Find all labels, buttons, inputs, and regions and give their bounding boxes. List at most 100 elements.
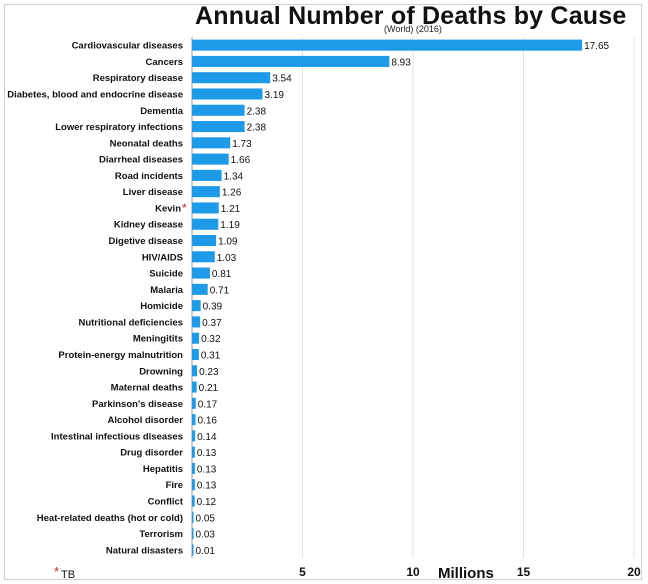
value-label: 2.38	[247, 123, 267, 134]
category-label: Cancers	[146, 57, 184, 68]
bar	[192, 479, 195, 491]
bar	[192, 251, 215, 263]
category-label: Meningitits	[133, 334, 183, 345]
footnote-marker: *	[54, 564, 59, 579]
bar	[192, 104, 245, 116]
value-label: 0.12	[197, 497, 217, 508]
category-label: Natural disasters	[106, 545, 183, 556]
value-label: 1.09	[218, 237, 238, 248]
bar	[192, 430, 196, 442]
category-label: Parkinson's disease	[92, 399, 183, 410]
category-label: Diarrheal diseases	[99, 155, 183, 166]
bar	[192, 446, 195, 458]
value-label: 0.21	[199, 383, 219, 394]
value-label: 0.31	[201, 350, 221, 361]
bar	[192, 137, 231, 149]
bar	[192, 495, 195, 507]
x-axis-title: Millions	[438, 565, 494, 582]
value-label: 1.73	[232, 139, 252, 150]
value-label: 8.93	[391, 57, 411, 68]
category-label: HIV/AIDS	[142, 252, 183, 263]
category-label: Intestinal infectious diseases	[51, 431, 183, 442]
category-label: Heat-related deaths (hot or cold)	[37, 513, 183, 524]
value-label: 0.71	[210, 285, 230, 296]
category-label: Maternal deaths	[111, 383, 183, 394]
bar	[192, 218, 219, 230]
value-label: 0.05	[196, 513, 216, 524]
category-label: Alcohol disorder	[108, 415, 184, 426]
chart-title: Annual Number of Deaths by Cause	[195, 2, 627, 30]
bar	[192, 462, 195, 474]
bar	[192, 283, 208, 295]
category-label: Road incidents	[115, 171, 183, 182]
value-label: 3.54	[272, 74, 292, 85]
category-label: Diabetes, blood and endocrine disease	[7, 89, 183, 100]
value-label: 1.19	[220, 220, 240, 231]
category-label: Conflict	[148, 497, 184, 508]
bar	[192, 511, 194, 523]
category-label: Neonatal deaths	[110, 138, 183, 149]
category-labels: Cardiovascular diseases Cancers Respirator…	[7, 41, 187, 557]
x-tick-label: 20	[627, 565, 641, 579]
bar	[192, 39, 583, 51]
bar	[192, 186, 220, 198]
bar	[192, 300, 201, 312]
bar	[192, 348, 199, 361]
category-label: Drug disorder	[120, 448, 183, 459]
value-label: 0.13	[197, 464, 217, 475]
bar	[192, 332, 200, 344]
value-label: 0.17	[198, 399, 218, 410]
value-label: 3.19	[264, 90, 284, 101]
category-label: Digetive disease	[109, 236, 183, 247]
category-label: Fire	[166, 480, 183, 491]
x-tick-label: 10	[406, 565, 420, 579]
category-label: Kevin	[155, 203, 181, 214]
bar	[192, 267, 210, 279]
value-label: 1.26	[222, 188, 242, 199]
value-label: 1.34	[224, 171, 244, 182]
value-label: 0.16	[198, 416, 218, 427]
bars	[192, 39, 583, 556]
value-label: 0.03	[196, 530, 216, 541]
category-label: Suicide	[149, 269, 183, 280]
bar	[192, 544, 194, 556]
category-label: Cardiovascular diseases	[72, 41, 183, 52]
value-label: 0.39	[203, 302, 223, 313]
category-label: Hepatitis	[143, 464, 183, 475]
value-label: 0.13	[197, 448, 217, 459]
bar	[192, 55, 390, 67]
bar	[192, 528, 194, 540]
bar	[192, 72, 271, 84]
value-label: 0.13	[197, 481, 217, 492]
category-label: Drowning	[139, 366, 183, 377]
category-label: Kidney disease	[114, 220, 183, 231]
category-label: Protein-energy malnutrition	[58, 350, 183, 361]
value-label: 2.38	[247, 106, 267, 117]
bar	[192, 365, 198, 377]
bar	[192, 88, 263, 100]
value-labels: 17.65 8.93 3.54 3.19 2.38 2.38 1.73 1.66 1.34 1.2…	[196, 41, 610, 557]
bar	[192, 121, 245, 133]
bar	[192, 234, 217, 247]
bar	[192, 202, 219, 214]
category-label: Malaria	[150, 285, 183, 296]
value-label: 1.21	[221, 204, 241, 215]
category-label: Dementia	[140, 106, 183, 117]
bar	[192, 414, 196, 426]
value-label: 0.01	[196, 546, 216, 557]
chart-frame	[4, 4, 642, 580]
value-label: 0.23	[199, 367, 219, 378]
annotation-marker: *	[182, 201, 187, 215]
category-label: Homicide	[140, 301, 183, 312]
category-label: Respiratory disease	[93, 73, 183, 84]
value-label: 1.03	[217, 253, 237, 264]
x-tick-labels: 5 10 15 20	[299, 565, 641, 579]
category-label: Liver disease	[123, 187, 183, 198]
value-label: 0.81	[212, 269, 232, 280]
category-label: Terrorism	[139, 529, 183, 540]
category-label: Nutritional deficiencies	[78, 317, 183, 328]
bar	[192, 397, 196, 409]
category-label: Lower respiratory infections	[55, 122, 183, 133]
bar	[192, 316, 201, 328]
